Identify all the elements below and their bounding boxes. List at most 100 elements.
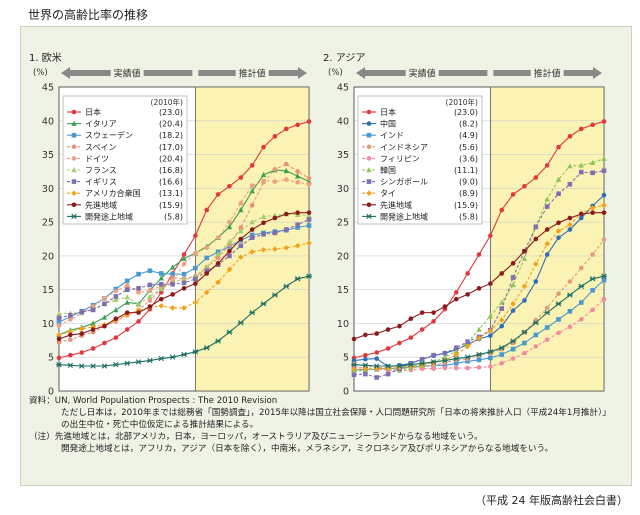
y-tick-label: 25 xyxy=(42,218,54,229)
data-point xyxy=(488,364,493,369)
arrow-label-background xyxy=(235,66,269,81)
data-point xyxy=(68,337,73,342)
data-point xyxy=(544,309,551,316)
data-point xyxy=(567,215,573,221)
data-point xyxy=(227,219,232,225)
data-point xyxy=(249,219,255,225)
data-point xyxy=(90,320,96,326)
data-point xyxy=(238,254,244,261)
data-point xyxy=(590,252,595,257)
data-point xyxy=(283,161,289,167)
data-point xyxy=(249,249,255,255)
data-point xyxy=(147,282,153,288)
data-point xyxy=(578,300,584,305)
data-point xyxy=(464,343,471,350)
data-point xyxy=(272,215,278,221)
data-point xyxy=(260,171,267,178)
series-開発途上地域 xyxy=(351,273,607,369)
legend-value: (3.6) xyxy=(459,154,478,163)
chart-west: 0510152025303540451950196019701980199020… xyxy=(33,66,312,397)
data-point xyxy=(499,352,505,357)
data-point xyxy=(113,294,119,299)
legend-value: (20.4) xyxy=(159,120,183,129)
data-point xyxy=(306,240,312,246)
data-point xyxy=(578,162,584,168)
y-tick-label: 10 xyxy=(337,319,349,330)
data-point xyxy=(272,292,278,298)
data-point xyxy=(589,276,596,282)
series-イギリス xyxy=(56,217,312,321)
data-point xyxy=(499,361,505,366)
data-point xyxy=(363,371,368,377)
legend-label: インド xyxy=(380,131,404,140)
data-point xyxy=(238,225,244,230)
data-point xyxy=(363,352,368,358)
projection-band xyxy=(490,87,604,391)
data-point xyxy=(556,191,561,197)
data-point xyxy=(181,305,187,311)
legend-label: シンガポール xyxy=(380,177,428,187)
data-point xyxy=(238,227,244,234)
data-point xyxy=(374,356,380,361)
legend-label: 開発途上地域 xyxy=(85,211,133,221)
data-point xyxy=(590,170,595,176)
data-point xyxy=(555,301,562,307)
data-point xyxy=(249,235,255,240)
data-point xyxy=(476,286,482,291)
y-tick-label: 0 xyxy=(343,387,349,398)
data-point xyxy=(578,283,585,289)
legend-marker xyxy=(71,202,77,208)
data-point xyxy=(249,163,255,168)
data-point xyxy=(510,356,516,361)
data-point xyxy=(601,210,607,215)
data-point xyxy=(567,227,573,232)
data-point xyxy=(351,372,357,378)
legend-label: スウェーデン xyxy=(85,130,133,140)
data-point xyxy=(567,163,573,169)
data-point xyxy=(533,332,539,338)
data-point xyxy=(238,175,244,180)
legend-box xyxy=(357,95,483,225)
data-point xyxy=(135,359,142,365)
data-point xyxy=(431,352,436,358)
data-point xyxy=(295,122,300,128)
data-point xyxy=(544,240,550,247)
data-point xyxy=(510,282,516,288)
arrow-label-background xyxy=(405,66,439,81)
data-point xyxy=(260,301,267,307)
legend-label: スペイン xyxy=(85,143,116,152)
data-point xyxy=(533,236,539,242)
data-point xyxy=(181,280,187,286)
data-point xyxy=(374,331,380,336)
data-point xyxy=(567,181,573,187)
data-point xyxy=(147,298,153,303)
legend-marker xyxy=(366,190,372,196)
data-point xyxy=(283,227,289,232)
legend-label: タイ xyxy=(380,189,396,198)
data-point xyxy=(295,169,300,174)
data-point xyxy=(90,327,96,332)
data-point xyxy=(158,275,164,281)
data-point xyxy=(158,286,164,292)
data-point xyxy=(578,215,584,221)
data-point xyxy=(294,242,301,249)
data-point xyxy=(442,304,448,309)
data-point xyxy=(56,340,62,345)
data-point xyxy=(522,248,527,254)
data-point xyxy=(124,327,130,332)
data-point xyxy=(510,308,516,313)
data-point xyxy=(533,175,539,180)
data-point xyxy=(488,355,493,361)
data-point xyxy=(215,235,221,240)
legend-label: 先進地域 xyxy=(85,200,117,210)
projected-label: 推計値 xyxy=(534,68,561,80)
legend-year: (2010年) xyxy=(446,97,479,107)
data-point xyxy=(215,279,221,286)
data-point xyxy=(193,250,198,256)
data-point xyxy=(589,205,596,211)
data-point xyxy=(192,299,199,306)
data-point xyxy=(419,310,425,315)
note-line-1: （注）先進地域とは，北部アメリカ，日本，ヨーロッパ，オーストラリア及びニュージー… xyxy=(29,432,483,442)
data-point xyxy=(590,307,595,313)
data-point xyxy=(385,346,391,351)
